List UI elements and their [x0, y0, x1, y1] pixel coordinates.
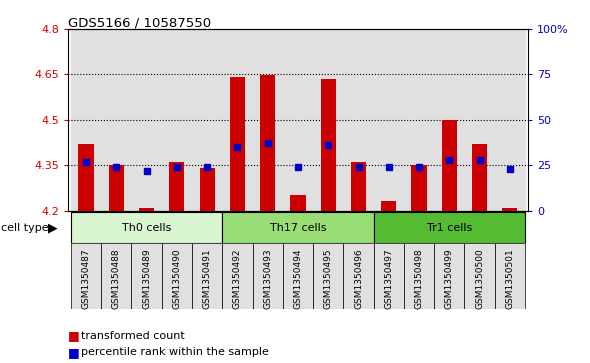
- Text: GSM1350490: GSM1350490: [172, 248, 181, 309]
- Text: transformed count: transformed count: [81, 331, 185, 341]
- Bar: [283, 29, 313, 211]
- Bar: [222, 212, 373, 243]
- Bar: [343, 243, 373, 309]
- Bar: [78, 144, 94, 211]
- Text: percentile rank within the sample: percentile rank within the sample: [81, 347, 269, 357]
- Text: GSM1350493: GSM1350493: [263, 248, 272, 309]
- Text: GSM1350500: GSM1350500: [475, 248, 484, 309]
- Bar: [230, 77, 245, 211]
- Bar: [222, 243, 253, 309]
- Bar: [373, 29, 404, 211]
- Bar: [71, 29, 101, 211]
- Bar: [253, 243, 283, 309]
- Bar: [495, 29, 525, 211]
- Bar: [192, 29, 222, 211]
- Bar: [343, 29, 373, 211]
- Text: GDS5166 / 10587550: GDS5166 / 10587550: [68, 16, 211, 29]
- Bar: [381, 201, 396, 211]
- Bar: [222, 29, 253, 211]
- Text: GSM1350499: GSM1350499: [445, 248, 454, 309]
- Text: cell type: cell type: [1, 223, 49, 233]
- Text: GSM1350488: GSM1350488: [112, 248, 121, 309]
- Bar: [132, 29, 162, 211]
- Bar: [253, 29, 283, 211]
- Bar: [109, 165, 124, 211]
- Text: GSM1350491: GSM1350491: [202, 248, 212, 309]
- Bar: [162, 29, 192, 211]
- Text: GSM1350487: GSM1350487: [81, 248, 90, 309]
- Text: GSM1350489: GSM1350489: [142, 248, 151, 309]
- Bar: [404, 243, 434, 309]
- Bar: [192, 243, 222, 309]
- Text: GSM1350494: GSM1350494: [293, 248, 303, 309]
- Bar: [351, 162, 366, 211]
- Bar: [442, 120, 457, 211]
- Text: GSM1350501: GSM1350501: [506, 248, 514, 309]
- Bar: [320, 79, 336, 211]
- Bar: [290, 195, 306, 211]
- Bar: [495, 243, 525, 309]
- Bar: [71, 243, 101, 309]
- Bar: [283, 243, 313, 309]
- Bar: [313, 243, 343, 309]
- Bar: [434, 243, 464, 309]
- Text: GSM1350495: GSM1350495: [324, 248, 333, 309]
- Bar: [101, 29, 132, 211]
- Text: GSM1350492: GSM1350492: [233, 248, 242, 309]
- Bar: [313, 29, 343, 211]
- Text: ▶: ▶: [48, 221, 58, 234]
- Bar: [169, 162, 185, 211]
- Bar: [199, 168, 215, 211]
- Bar: [260, 75, 276, 211]
- Bar: [464, 243, 495, 309]
- Bar: [472, 144, 487, 211]
- Text: Tr1 cells: Tr1 cells: [427, 223, 472, 233]
- Bar: [132, 243, 162, 309]
- Text: ■: ■: [68, 346, 80, 359]
- Bar: [101, 243, 132, 309]
- Bar: [162, 243, 192, 309]
- Bar: [404, 29, 434, 211]
- Bar: [434, 29, 464, 211]
- Bar: [411, 165, 427, 211]
- Bar: [139, 208, 154, 211]
- Text: GSM1350497: GSM1350497: [384, 248, 394, 309]
- Bar: [464, 29, 495, 211]
- Bar: [373, 212, 525, 243]
- Bar: [71, 212, 222, 243]
- Text: ■: ■: [68, 329, 80, 342]
- Text: GSM1350496: GSM1350496: [354, 248, 363, 309]
- Text: GSM1350498: GSM1350498: [415, 248, 424, 309]
- Bar: [373, 243, 404, 309]
- Text: Th0 cells: Th0 cells: [122, 223, 171, 233]
- Text: Th17 cells: Th17 cells: [270, 223, 326, 233]
- Bar: [502, 208, 517, 211]
